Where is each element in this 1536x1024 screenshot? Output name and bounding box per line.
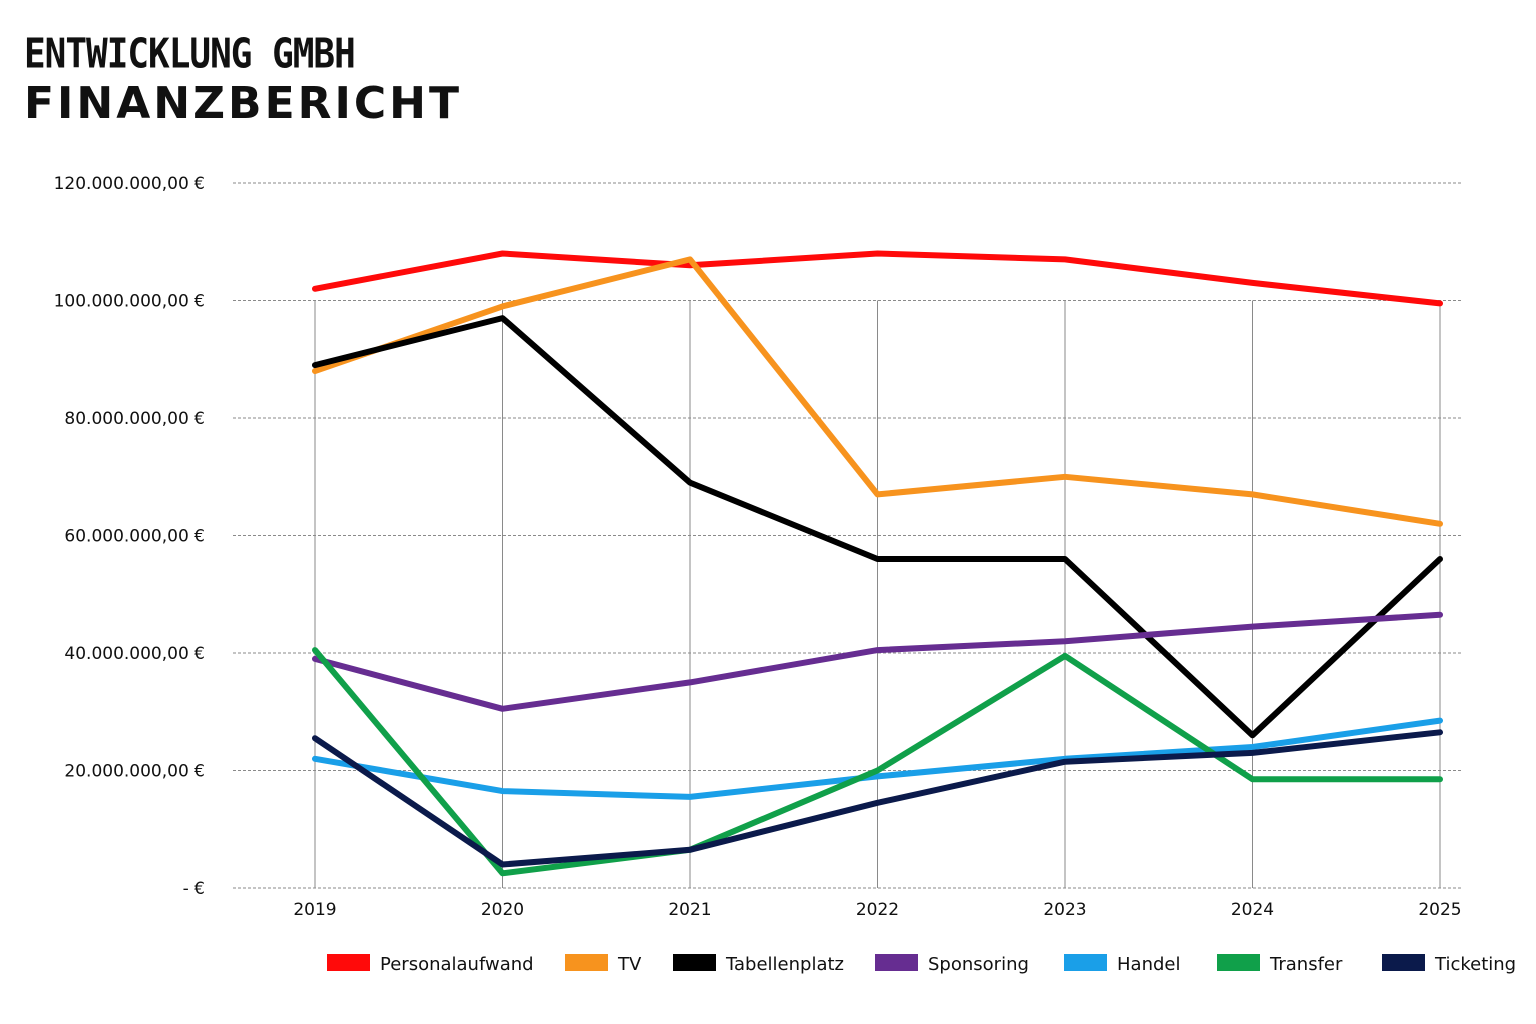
y-tick-label: 120.000.000,00 € [54,174,205,194]
legend-item-sponsoring: Sponsoring [875,954,1029,975]
legend-item-handel: Handel [1064,954,1180,975]
series-lines [312,250,1443,877]
y-tick-label: 40.000.000,00 € [64,644,205,664]
legend-item-tv: TV [565,954,642,975]
x-tick-label: 2019 [293,900,336,920]
legend-label: Personalaufwand [380,954,534,975]
legend-swatch [673,954,716,971]
legend-swatch [1217,954,1260,971]
y-axis-ticks: - € 20.000.000,00 € 40.000.000,00 € 60.000.… [54,174,205,899]
legend-label: Ticketing [1434,954,1516,975]
x-tick-label: 2023 [1043,900,1086,920]
legend-swatch [565,954,608,971]
series-line-sponsoring [312,611,1443,712]
grid [233,182,1462,889]
legend-label: Handel [1117,954,1180,975]
legend-item-personalaufwand: Personalaufwand [327,954,534,975]
y-tick-label: 20.000.000,00 € [64,762,205,782]
legend-item-transfer: Transfer [1217,954,1343,975]
legend-swatch [327,954,370,971]
x-tick-label: 2022 [856,900,899,920]
series-line-handel [312,717,1443,800]
x-axis-ticks: 2019 2020 2021 2022 2023 2024 2025 [293,900,1461,920]
x-tick-label: 2025 [1418,900,1461,920]
legend-label: TV [617,954,642,975]
legend-label: Tabellenplatz [725,954,844,975]
legend-swatch [875,954,918,971]
y-tick-label: 60.000.000,00 € [64,527,205,547]
series-line-tv [312,256,1443,527]
x-tick-label: 2021 [668,900,711,920]
legend-item-tabellenplatz: Tabellenplatz [673,954,844,975]
y-tick-label: - € [183,879,205,899]
legend: Personalaufwand TV Tabellenplatz Sponsoring… [327,954,1516,975]
series-line-tabellenplatz [312,315,1443,739]
y-tick-label: 100.000.000,00 € [54,292,205,312]
x-tick-label: 2020 [481,900,524,920]
report-title-block: ENTWICKLUNG GMBH FINANZBERICHT [24,30,463,129]
series-line-personalaufwand [312,250,1443,307]
series-line-transfer [312,647,1443,877]
series-line-ticketing [312,729,1443,868]
legend-label: Sponsoring [928,954,1029,975]
legend-swatch [1064,954,1107,971]
legend-item-ticketing: Ticketing [1382,954,1516,975]
legend-label: Transfer [1269,954,1343,975]
legend-swatch [1382,954,1425,971]
company-name: ENTWICKLUNG GMBH [24,30,356,78]
report-title: FINANZBERICHT [24,78,463,129]
y-tick-label: 80.000.000,00 € [64,409,205,429]
x-tick-label: 2024 [1231,900,1274,920]
